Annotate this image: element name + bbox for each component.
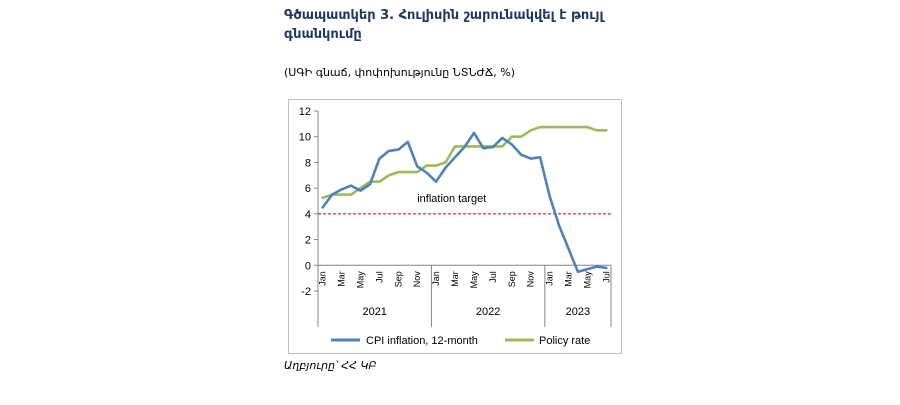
y-tick-label: 4 xyxy=(305,209,311,221)
chart-subtitle: (ՍԳԻ գնաճ, փոփոխությունը ՆՏՆԺՃ, %) xyxy=(284,66,516,79)
year-label: 2023 xyxy=(566,306,590,318)
inflation-target-label: inflation target xyxy=(417,193,486,205)
x-tick-label: Jan xyxy=(318,271,328,286)
cpi-inflation-line xyxy=(321,131,608,273)
x-tick-label: Jul xyxy=(488,271,498,283)
y-tick-label: 2 xyxy=(305,235,311,247)
y-tick-label: -2 xyxy=(301,286,311,298)
y-tick-label: 12 xyxy=(299,106,311,118)
x-tick-label: Mar xyxy=(563,271,573,287)
chart-frame: 12 10 8 6 4 2 0 -2 Jan Mar May Jul Sep Nov Jan Mar May Ju… xyxy=(288,99,622,354)
year-label: 2022 xyxy=(476,306,500,318)
x-tick-label: Jan xyxy=(545,271,555,286)
x-tick-label: Mar xyxy=(337,271,347,287)
x-tick-label: May xyxy=(582,271,592,289)
source-note: Աղբյուրը՝ ՀՀ ԿԲ xyxy=(284,359,377,372)
x-tick-label: May xyxy=(469,271,479,289)
x-tick-label: Jul xyxy=(601,271,611,283)
x-tick-label: Nov xyxy=(412,271,422,288)
x-tick-label: Mar xyxy=(450,271,460,287)
x-tick-label: Jan xyxy=(431,271,441,286)
x-tick-label: May xyxy=(356,271,366,289)
x-tick-label: Sep xyxy=(393,271,403,287)
x-tick-label: Sep xyxy=(507,271,517,287)
legend-policy-rate-label: Policy rate xyxy=(539,335,590,347)
x-tick-label: Jul xyxy=(374,271,384,283)
legend-cpi-inflation-label: CPI inflation, 12-month xyxy=(366,335,478,347)
y-tick-label: 0 xyxy=(305,260,311,272)
y-tick-label: 8 xyxy=(305,157,311,169)
year-label: 2021 xyxy=(362,306,386,318)
chart-title: Գծապատկեր 3. Հուլիսին շարունակվել է թույ… xyxy=(284,8,604,42)
y-tick-label: 10 xyxy=(299,132,311,144)
y-tick-label: 6 xyxy=(305,183,311,195)
cpi-policy-rate-line-chart: 12 10 8 6 4 2 0 -2 Jan Mar May Jul Sep Nov Jan Mar May Ju… xyxy=(299,106,612,347)
x-tick-label: Nov xyxy=(526,271,536,288)
